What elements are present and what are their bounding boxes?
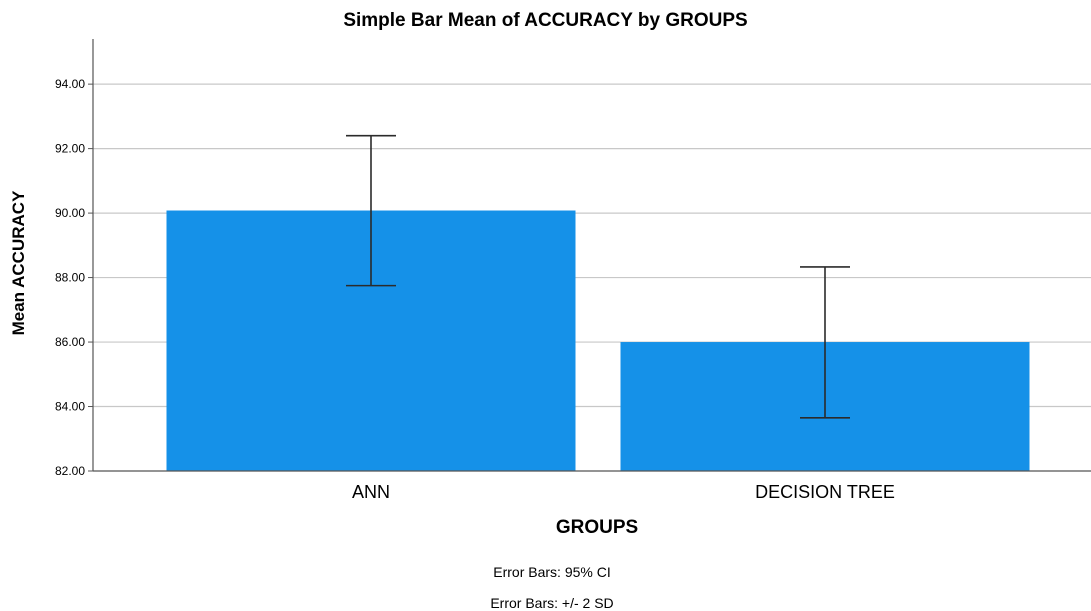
error-bars-note-ci: Error Bars: 95% CI [493, 564, 611, 580]
y-tick-label: 82.00 [55, 464, 85, 478]
y-tick-label: 92.00 [55, 142, 85, 156]
y-tick-label: 84.00 [55, 400, 85, 414]
error-bars-note-sd: Error Bars: +/- 2 SD [490, 595, 614, 611]
y-tick-label: 88.00 [55, 271, 85, 285]
y-tick-label: 90.00 [55, 206, 85, 220]
x-tick-label: ANN [352, 482, 390, 502]
chart-title: Simple Bar Mean of ACCURACY by GROUPS [343, 10, 748, 31]
x-axis-label: GROUPS [555, 517, 639, 538]
x-tick-label: DECISION TREE [755, 482, 895, 502]
y-tick-label: 94.00 [55, 77, 85, 91]
y-tick-label: 86.00 [55, 335, 85, 349]
